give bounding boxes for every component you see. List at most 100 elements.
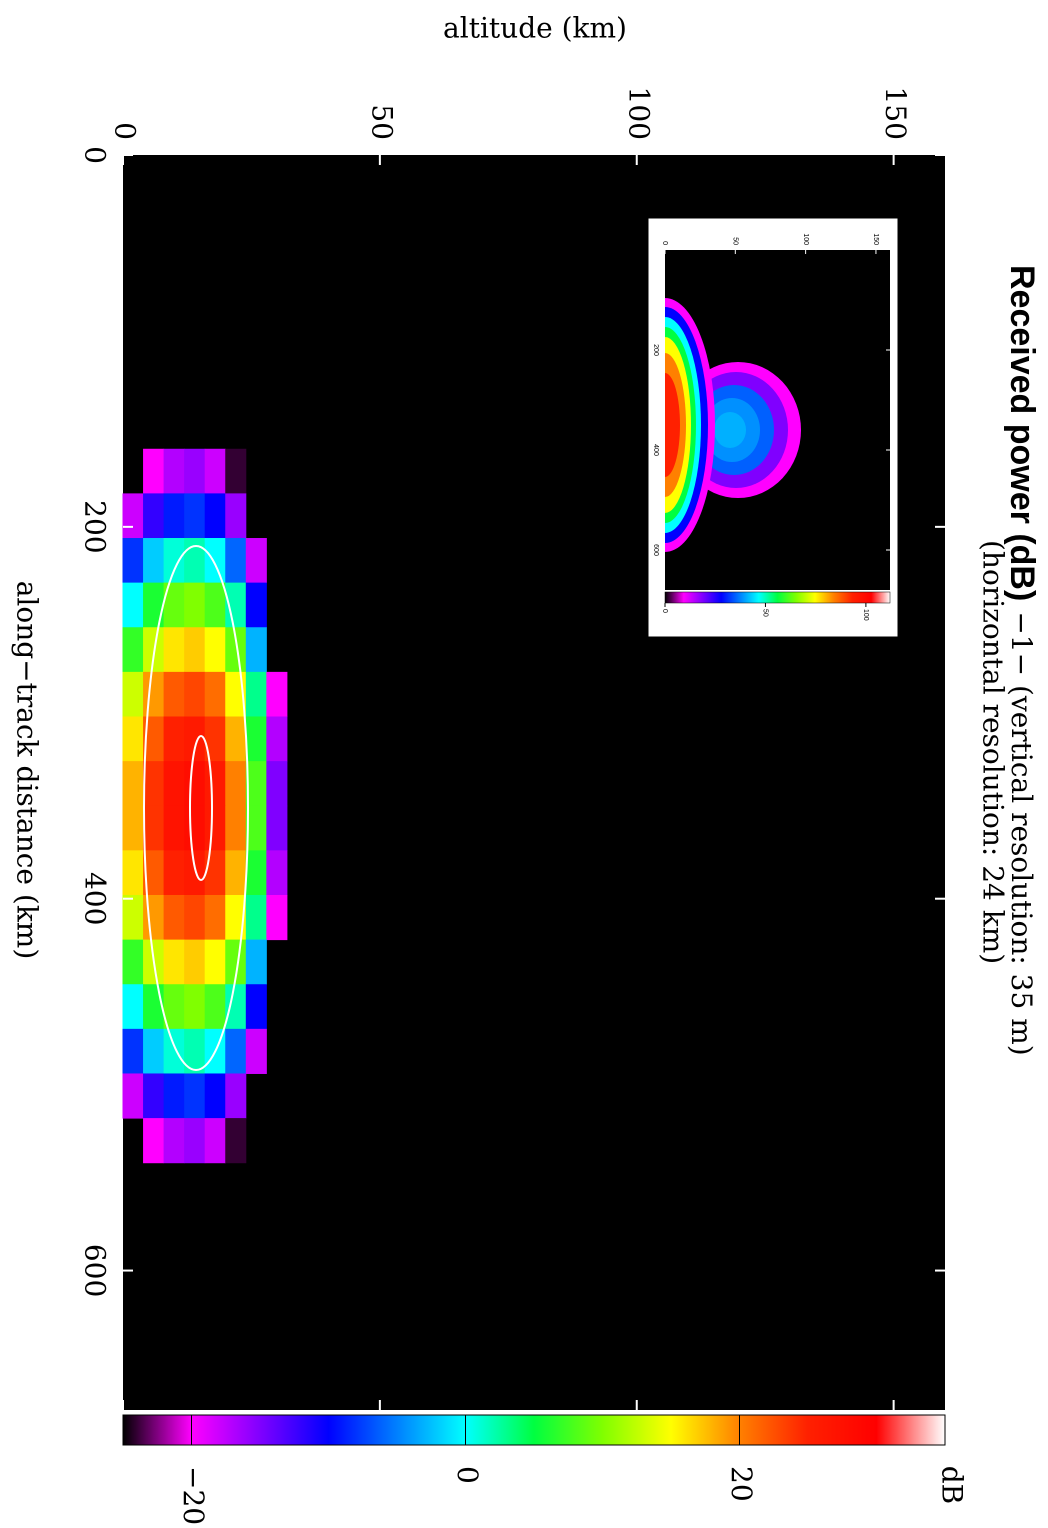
heatmap-cell [245,538,267,584]
heatmap-cell [122,805,144,851]
heatmap-cell [245,761,267,807]
heatmap-cell [143,1028,165,1074]
heatmap-cell [225,984,247,1030]
heatmap-cell [245,850,267,896]
heatmap-cell [184,1118,206,1164]
heatmap-cell [204,1073,226,1119]
inset-y-tick-label: 50 [731,237,738,245]
heatmap-cell [184,761,206,807]
heatmap-cell [163,716,185,762]
heatmap-cell [143,984,165,1030]
heatmap-cell [163,538,185,584]
heatmap-cell [122,627,144,673]
heatmap-cell [184,1028,206,1074]
heatmap-cell [122,538,144,584]
y-tick-label: 100 [622,87,655,140]
inset-y-tick-label: 150 [872,233,879,245]
y-tick-label: 150 [879,87,912,140]
colorbar-tick-label: 20 [725,1466,758,1502]
inset-colorbar-tick-label: 100 [862,609,869,621]
inset-image [665,298,801,552]
heatmap-cell [163,582,185,628]
heatmap-cell [204,939,226,985]
heatmap-cell [266,671,288,717]
heatmap-cell [122,939,144,985]
heatmap-cell [143,850,165,896]
heatmap-cell [204,761,226,807]
heatmap-cell [204,984,226,1030]
heatmap-cell [184,984,206,1030]
heatmap-cell [163,1073,185,1119]
y-tick-label: 50 [365,104,398,140]
heatmap-cell [245,1028,267,1074]
axes: 0 200 400 600 0 50 100 150 −20 0 20 [79,87,945,1525]
heatmap-cell [204,716,226,762]
contour [189,735,213,881]
heatmap-cell [245,627,267,673]
heatmap-cell [143,761,165,807]
heatmap-cell [163,493,185,539]
heatmap-cell [184,1073,206,1119]
colorbar-frame [122,1414,946,1446]
heatmap-cell [122,716,144,762]
heatmap-cell [163,761,185,807]
heatmap-cell [163,1118,185,1164]
chart-title-line: Received power (dB) −1− (vertical resolut… [1003,265,1041,1056]
colorbar [123,1415,945,1445]
heatmap-cell [184,538,206,584]
heatmap-cell [163,984,185,1030]
heatmap-cell [163,1028,185,1074]
heatmap-cell [225,761,247,807]
inset-x-tick-label: 600 [652,544,659,556]
heatmap-cell [122,1028,144,1074]
heatmap-cell [204,1118,226,1164]
heatmap-cell [122,984,144,1030]
x-tick-label: 0 [79,146,112,164]
heatmap-cell [163,627,185,673]
heatmap-cell [225,894,247,941]
heatmap-cell [266,805,288,851]
chart-subtitle: (horizontal resolution: 24 km) [977,540,1010,964]
heatmap-cell [245,671,267,717]
inset-blob [714,412,746,448]
heatmap-cell [143,493,165,539]
heatmap-cell [143,1073,165,1119]
heatmap-cell [163,448,185,494]
heatmap-cell [204,894,226,941]
heatmap-cell [225,1118,247,1164]
heatmap-cell [163,850,185,896]
inset-colorbar [664,591,891,604]
heatmap-cell [266,716,288,762]
heatmap-cell [143,894,165,941]
heatmap-cell [245,805,267,851]
heatmap-cell [143,805,165,851]
heatmap-cell [225,493,247,539]
inset-blob [665,373,680,477]
heatmap-cell [245,716,267,762]
heatmap-cell [163,805,185,851]
heatmap-cell [204,671,226,717]
heatmap-cell [122,1073,144,1119]
heatmap-cell [184,627,206,673]
heatmap-cell [184,716,206,762]
heatmap-cell [204,448,226,494]
heatmap-cell [143,448,165,494]
heatmap-cell [143,716,165,762]
inset-x-tick-label: 400 [652,444,659,456]
x-tick-label: 200 [79,500,112,553]
heatmap-cell [225,1073,247,1119]
heatmap-cell [245,984,267,1030]
heatmap-cell [245,939,267,985]
x-axis-label: along−track distance (km) [11,581,44,960]
inset-colorbar-tick-label: 0 [661,609,668,613]
heatmap-cell [163,939,185,985]
heatmap-cell [204,805,226,851]
y-tick-label: 0 [109,122,142,140]
heatmap-cell [184,448,206,494]
contours [143,545,249,1071]
heatmap-cell [225,627,247,673]
heatmap-cell [204,850,226,896]
heatmap-cell [184,850,206,896]
